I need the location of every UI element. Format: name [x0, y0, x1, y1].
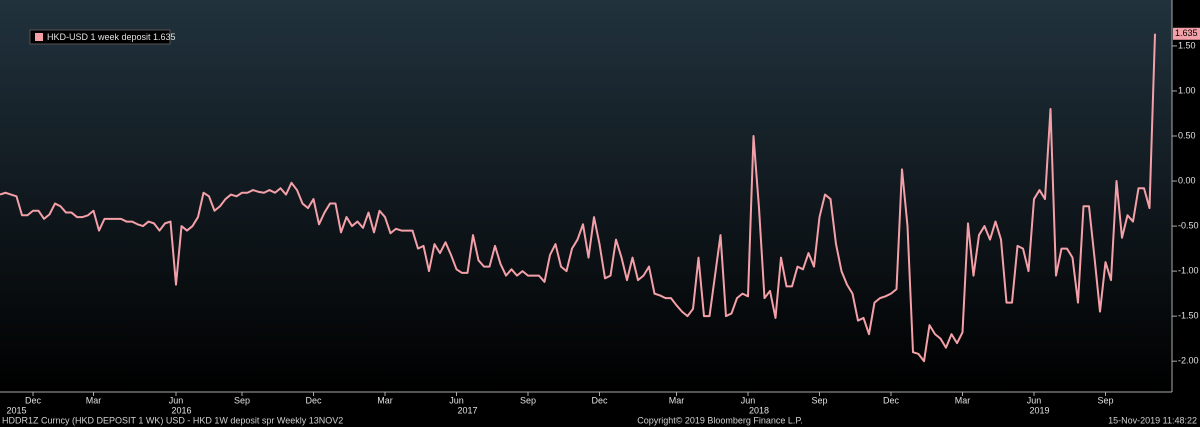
y-tick-label: 1.00	[1178, 85, 1196, 95]
x-tick-label: Dec	[25, 395, 42, 405]
legend-box	[29, 29, 171, 45]
x-tick-label: Mar	[669, 395, 685, 405]
footer-center: Copyright© 2019 Bloomberg Finance L.P.	[637, 415, 803, 425]
last-value-box	[1173, 27, 1200, 40]
x-tick-label: Sep	[234, 395, 250, 405]
x-year-label: 2016	[171, 405, 191, 415]
x-tick-label: Jun	[1027, 395, 1042, 405]
plot-background	[0, 0, 1172, 392]
legend-swatch	[35, 33, 43, 41]
x-tick-label: Jun	[169, 395, 184, 405]
x-tick-label: Jun	[741, 395, 756, 405]
x-tick-label: Jun	[449, 395, 464, 405]
y-tick-label: -1.00	[1178, 265, 1199, 275]
y-tick-label: -2.00	[1178, 356, 1199, 366]
x-year-label: 2018	[749, 405, 769, 415]
x-tick-label: Dec	[883, 395, 900, 405]
y-tick-label: 0.50	[1178, 130, 1196, 140]
series-line	[0, 33, 1156, 363]
y-tick-label: 1.50	[1178, 40, 1196, 50]
axis-background	[1172, 0, 1200, 392]
y-tick-label: -1.50	[1178, 311, 1199, 321]
last-value-label: 1.635	[1175, 28, 1198, 38]
y-tick-label: -0.50	[1178, 220, 1199, 230]
x-tick-label: Mar	[955, 395, 971, 405]
legend-label: HKD-USD 1 week deposit 1.635	[47, 32, 176, 42]
x-tick-label: Sep	[811, 395, 827, 405]
y-tick-label: 0.00	[1178, 175, 1196, 185]
x-tick-label: Sep	[520, 395, 536, 405]
x-tick-label: Dec	[305, 395, 322, 405]
x-tick-label: Sep	[1097, 395, 1113, 405]
x-tick-label: Mar	[377, 395, 393, 405]
footer-right: 15-Nov-2019 11:48:22	[1108, 415, 1197, 425]
x-year-label: 2017	[457, 405, 477, 415]
x-tick-label: Dec	[591, 395, 608, 405]
footer-left: HDDR1Z Curncy (HKD DEPOSIT 1 WK) USD - H…	[2, 415, 343, 425]
x-tick-label: Mar	[86, 395, 102, 405]
x-year-label: 2015	[6, 405, 26, 415]
x-year-label: 2019	[1029, 405, 1049, 415]
